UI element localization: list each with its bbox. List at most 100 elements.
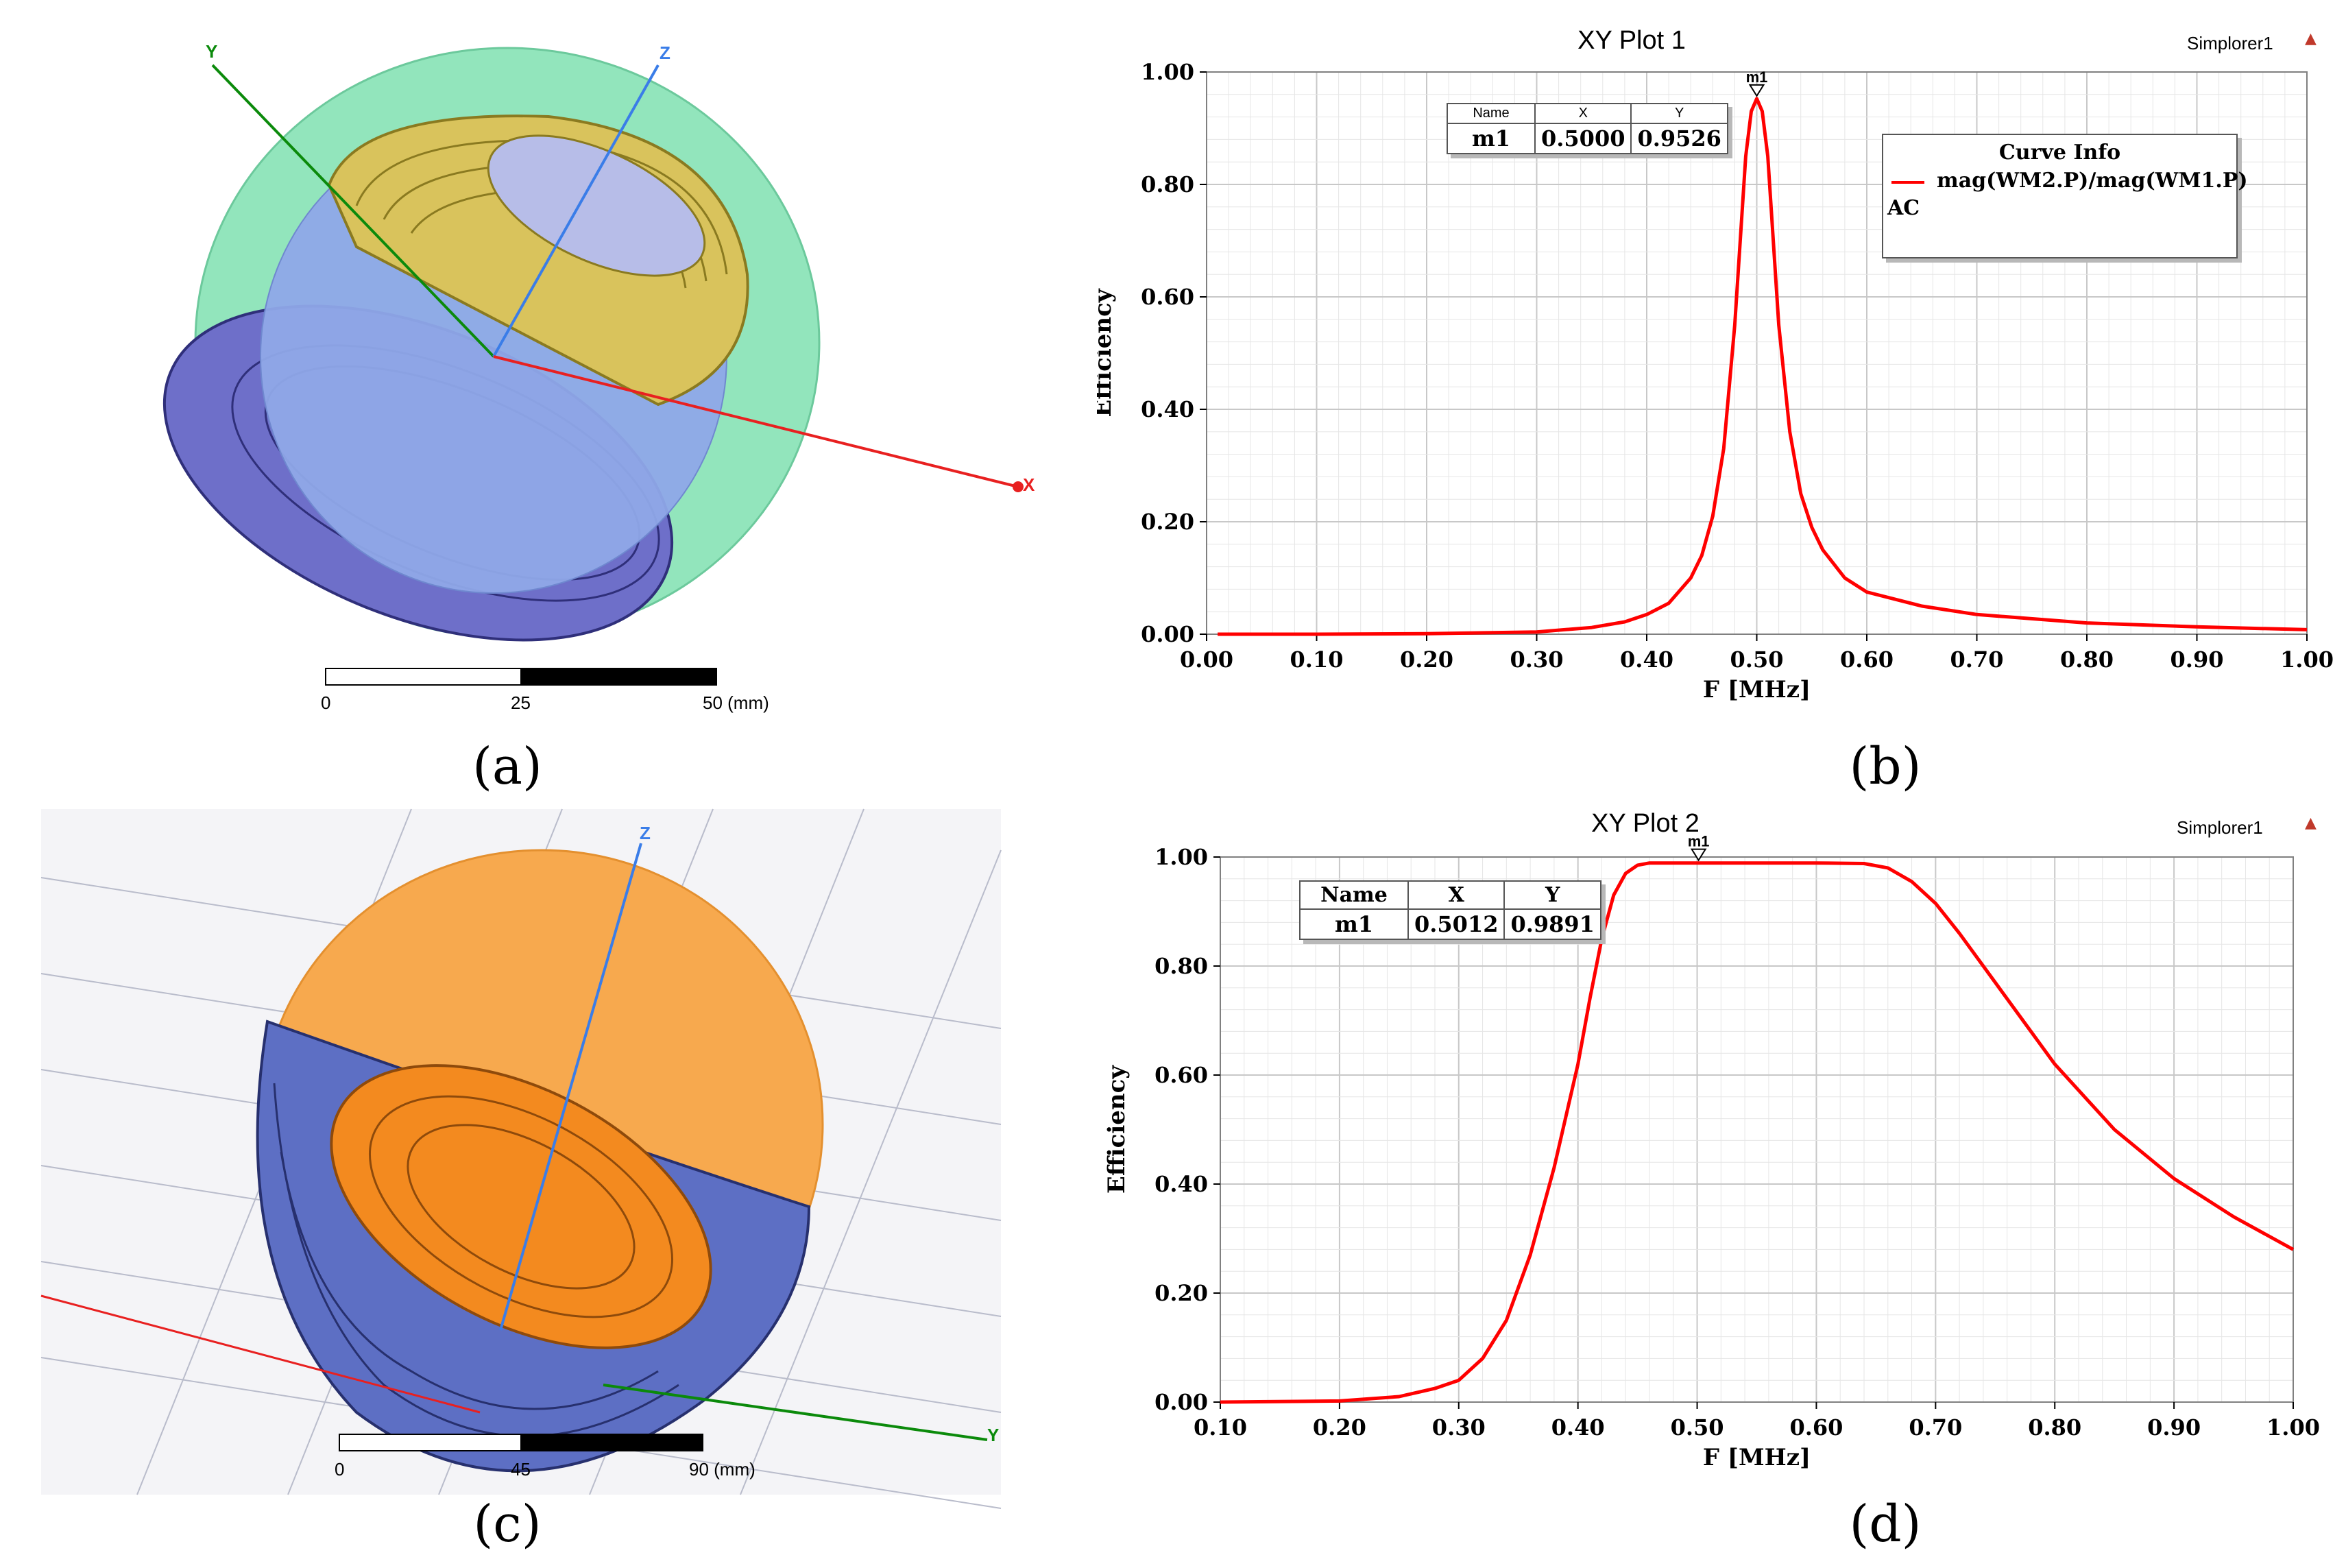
x-tick-label: 0.90 — [2147, 1414, 2201, 1440]
x-tick-label: 0.60 — [1789, 1414, 1843, 1440]
x-tick-label: 0.00 — [1180, 647, 1233, 673]
plot-title-b: XY Plot 1 — [1577, 26, 1686, 55]
marker-table-d: Name X Y m1 0.5012 0.9891 — [1299, 880, 1601, 940]
x-tick-label: 0.40 — [1551, 1414, 1605, 1440]
scale-bar-white-c — [339, 1434, 522, 1451]
x-tick-label: 0.70 — [1950, 647, 2004, 673]
upper-coil — [327, 114, 749, 407]
scale-label-mid: 25 — [511, 692, 531, 713]
y-tick-label: 0.20 — [1141, 509, 1194, 535]
x-tick-label: 0.10 — [1290, 647, 1344, 673]
y-tick-label: 0.00 — [1141, 621, 1194, 647]
y-tick-label: 0.80 — [1154, 953, 1208, 979]
x-axis-label: F [MHz] — [1703, 1444, 1811, 1471]
y-axis-line-c — [603, 1384, 988, 1441]
x-axis-label: F [MHz] — [1703, 676, 1811, 703]
legend-title: Curve Info — [1998, 141, 2121, 165]
x-tick-label: 0.20 — [1400, 647, 1453, 673]
inner-coil — [330, 1064, 712, 1349]
marker-label: m1 — [1688, 833, 1710, 850]
x-tick-label: 0.70 — [1909, 1414, 1962, 1440]
brand-b: Simplorer1 — [2187, 33, 2273, 53]
axis-label-z-c: Z — [640, 823, 651, 843]
y-tick-label: 0.80 — [1141, 171, 1194, 197]
marker-x-d: 0.5012 — [1407, 908, 1505, 940]
marker-y-d: 0.9891 — [1503, 908, 1601, 940]
caption-c: (c) — [473, 1495, 542, 1554]
plot-svg-b: 0.00 0.10 0.20 0.30 0.40 0.50 0.60 0.70 0.80 0.90… — [1097, 59, 2334, 703]
y-tick-label: 1.00 — [1154, 844, 1208, 870]
y-tick-label: 0.60 — [1141, 284, 1194, 310]
legend-b: Curve Info mag(WM2.P)/mag(WM1.P) AC — [1882, 134, 2248, 258]
marker-name-d: m1 — [1299, 908, 1409, 940]
x-tick-label: 0.90 — [2170, 647, 2224, 673]
scale-bar-black — [520, 668, 717, 686]
scale-label-mid-c: 45 — [511, 1459, 531, 1480]
marker-header-x: X — [1534, 103, 1632, 124]
y-tick-label: 0.00 — [1154, 1389, 1208, 1415]
x-tick-label: 0.10 — [1194, 1414, 1247, 1440]
z-axis-line — [492, 64, 660, 357]
x-axis-line-c — [40, 1294, 481, 1414]
y-tick-label: 0.40 — [1154, 1171, 1208, 1197]
scale-label-end: 50 (mm) — [703, 692, 769, 713]
plot-title-d: XY Plot 2 — [1591, 809, 1700, 838]
legend-swatch — [1891, 181, 1924, 184]
y-axis-label: Efficiency — [1103, 1065, 1130, 1194]
legend-sub: AC — [1887, 196, 1920, 220]
brand-d: Simplorer1 — [2177, 817, 2263, 838]
x-tick-label: 0.30 — [1432, 1414, 1486, 1440]
caption-d: (d) — [1849, 1495, 1922, 1554]
marker-header-y: Y — [1630, 103, 1728, 124]
x-tick-label: 0.50 — [1730, 647, 1784, 673]
axis-label-y: Y — [206, 41, 218, 62]
marker-header-x-d: X — [1407, 880, 1505, 910]
legend-entry: mag(WM2.P)/mag(WM1.P) — [1937, 169, 2248, 193]
caption-a: (a) — [472, 737, 542, 796]
y-tick-label: 0.40 — [1141, 396, 1194, 422]
marker-name: m1 — [1447, 123, 1536, 154]
marker-header-name: Name — [1447, 103, 1536, 124]
marker-table-b: Name X Y m1 0.5000 0.9526 — [1447, 103, 1728, 154]
marker-header-y-d: Y — [1503, 880, 1601, 910]
marker-header-name-d: Name — [1299, 880, 1409, 910]
axis-label-y-c: Y — [987, 1425, 1000, 1445]
y-axis-label: Efficiency — [1097, 288, 1117, 417]
brand-icon-b: ▲ — [2305, 30, 2317, 47]
scale-bar-white — [325, 668, 522, 686]
panel-b: 0.00 0.10 0.20 0.30 0.40 0.50 0.60 0.70 0.80 0.90… — [1097, 0, 2346, 796]
panel-d: 0.10 0.20 0.30 0.40 0.50 0.60 0.70 0.80 0.90 1.00… — [1097, 795, 2346, 1568]
y-tick-label: 0.60 — [1154, 1062, 1208, 1088]
x-tick-label: 0.20 — [1313, 1414, 1366, 1440]
plot-frame — [1220, 856, 2294, 1403]
x-tick-label: 0.30 — [1510, 647, 1564, 673]
series-line — [1220, 861, 2295, 1404]
x-axis-line — [493, 355, 1019, 488]
y-axis-line — [211, 64, 495, 358]
marker-y: 0.9526 — [1630, 123, 1728, 154]
y-tick-label: 0.20 — [1154, 1280, 1208, 1306]
panel-a: Y Z X 0 25 50 (mm) (a) — [0, 0, 1097, 796]
scale-label-0-c: 0 — [335, 1459, 345, 1480]
brand-icon-d: ▲ — [2305, 815, 2317, 832]
z-axis-line-c — [499, 843, 642, 1331]
x-tick-label: 0.60 — [1840, 647, 1894, 673]
x-tick-label: 1.00 — [2280, 647, 2334, 673]
x-tick-label: 0.80 — [2060, 647, 2114, 673]
model-a-view — [162, 47, 1024, 686]
marker-triangle — [1748, 84, 1765, 97]
model-c-view — [40, 808, 1002, 1509]
x-tick-label: 0.50 — [1671, 1414, 1724, 1440]
axis-label-z: Z — [660, 43, 670, 63]
marker-x: 0.5000 — [1534, 123, 1632, 154]
x-tick-label: 1.00 — [2266, 1414, 2320, 1440]
x-tick-label: 0.40 — [1620, 647, 1673, 673]
y-tick-label: 1.00 — [1141, 59, 1194, 85]
axis-label-x: X — [1023, 474, 1035, 495]
panel-c: Z Y 0 45 90 (mm) (c) — [0, 795, 1097, 1568]
scale-bar-black-c — [520, 1434, 703, 1451]
x-tick-label: 0.80 — [2028, 1414, 2081, 1440]
scale-label-end-c: 90 (mm) — [689, 1459, 755, 1480]
plot-svg-d: 0.10 0.20 0.30 0.40 0.50 0.60 0.70 0.80 0.90 1.00… — [1103, 833, 2320, 1471]
series-line — [1218, 97, 2308, 636]
